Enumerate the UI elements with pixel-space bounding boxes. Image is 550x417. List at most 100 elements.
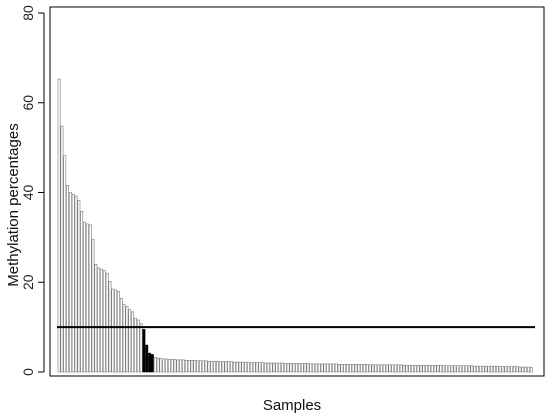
bar bbox=[193, 360, 197, 373]
bar bbox=[105, 272, 109, 373]
bar bbox=[382, 364, 386, 373]
bar bbox=[351, 364, 355, 373]
bar bbox=[182, 359, 185, 373]
bar bbox=[391, 364, 395, 373]
bar bbox=[295, 363, 299, 373]
bar bbox=[88, 224, 92, 373]
bar bbox=[303, 363, 307, 373]
bar bbox=[201, 360, 205, 373]
bar bbox=[462, 365, 465, 373]
bar bbox=[334, 363, 338, 373]
bar bbox=[221, 361, 225, 373]
bar bbox=[473, 365, 477, 373]
bar bbox=[493, 365, 496, 373]
bar bbox=[478, 365, 482, 373]
bar bbox=[306, 363, 310, 373]
bar bbox=[77, 200, 81, 373]
bar bbox=[233, 361, 236, 373]
bar bbox=[464, 365, 468, 373]
y-tick-label: 0 bbox=[20, 368, 36, 376]
bar bbox=[97, 267, 101, 373]
bar bbox=[159, 358, 163, 373]
bar bbox=[258, 362, 262, 373]
bar bbox=[433, 364, 437, 373]
bar bbox=[298, 363, 301, 373]
bar bbox=[498, 366, 502, 373]
bar bbox=[167, 359, 171, 373]
bar bbox=[323, 363, 327, 373]
bar bbox=[230, 361, 233, 373]
bar bbox=[459, 365, 462, 373]
y-axis: 0 20 40 60 80 bbox=[20, 5, 45, 376]
bar bbox=[264, 362, 267, 373]
bar bbox=[66, 185, 69, 373]
bar bbox=[314, 363, 318, 373]
bar bbox=[261, 362, 265, 373]
bar bbox=[481, 365, 485, 373]
bar bbox=[275, 362, 279, 373]
y-tick-label: 20 bbox=[20, 274, 36, 290]
bar bbox=[176, 359, 180, 373]
bar bbox=[266, 362, 270, 373]
bar bbox=[428, 364, 431, 373]
bar bbox=[136, 319, 140, 373]
bar bbox=[269, 362, 273, 373]
bar bbox=[85, 223, 89, 373]
bar bbox=[218, 361, 222, 373]
bar bbox=[521, 366, 525, 373]
bar bbox=[60, 125, 64, 373]
bar bbox=[184, 360, 188, 373]
bar bbox=[249, 362, 253, 373]
bar bbox=[317, 363, 321, 373]
bar bbox=[312, 363, 315, 373]
bar bbox=[470, 365, 474, 373]
bar bbox=[83, 221, 86, 373]
bar bbox=[354, 364, 358, 373]
bar bbox=[512, 366, 516, 373]
bar bbox=[252, 362, 256, 373]
bar bbox=[436, 364, 440, 373]
bar bbox=[165, 358, 168, 373]
bar bbox=[131, 311, 135, 373]
bar bbox=[227, 361, 231, 373]
bar bbox=[413, 364, 417, 373]
bar bbox=[360, 364, 364, 373]
bar bbox=[419, 364, 423, 373]
bar bbox=[71, 193, 75, 373]
bar bbox=[411, 364, 414, 373]
y-axis-title: Methylation percentages bbox=[5, 123, 22, 286]
bar bbox=[504, 366, 508, 373]
bar bbox=[190, 360, 194, 373]
bar bbox=[368, 364, 372, 373]
bar bbox=[507, 366, 511, 373]
bar bbox=[283, 363, 287, 373]
bar bbox=[102, 270, 106, 373]
bar bbox=[286, 363, 290, 373]
bar bbox=[329, 363, 332, 373]
bar bbox=[122, 304, 126, 373]
bar bbox=[213, 360, 217, 373]
bar bbox=[69, 192, 72, 373]
bar bbox=[309, 363, 313, 373]
bar bbox=[422, 364, 426, 373]
bar bbox=[128, 309, 132, 373]
bar bbox=[495, 365, 499, 373]
bar bbox=[119, 298, 123, 373]
bar bbox=[300, 363, 304, 373]
bar bbox=[348, 364, 352, 373]
bar bbox=[371, 364, 375, 373]
bar bbox=[278, 362, 282, 373]
bar bbox=[425, 364, 429, 373]
bar bbox=[357, 364, 361, 373]
bar bbox=[490, 365, 494, 373]
bar bbox=[399, 364, 403, 373]
bar bbox=[255, 362, 259, 373]
bar bbox=[247, 362, 250, 373]
bar bbox=[148, 352, 151, 373]
bar bbox=[289, 363, 293, 373]
bar bbox=[94, 263, 98, 373]
bar bbox=[216, 360, 219, 373]
bar bbox=[134, 317, 137, 373]
bar bbox=[408, 364, 412, 373]
bar bbox=[326, 363, 330, 373]
